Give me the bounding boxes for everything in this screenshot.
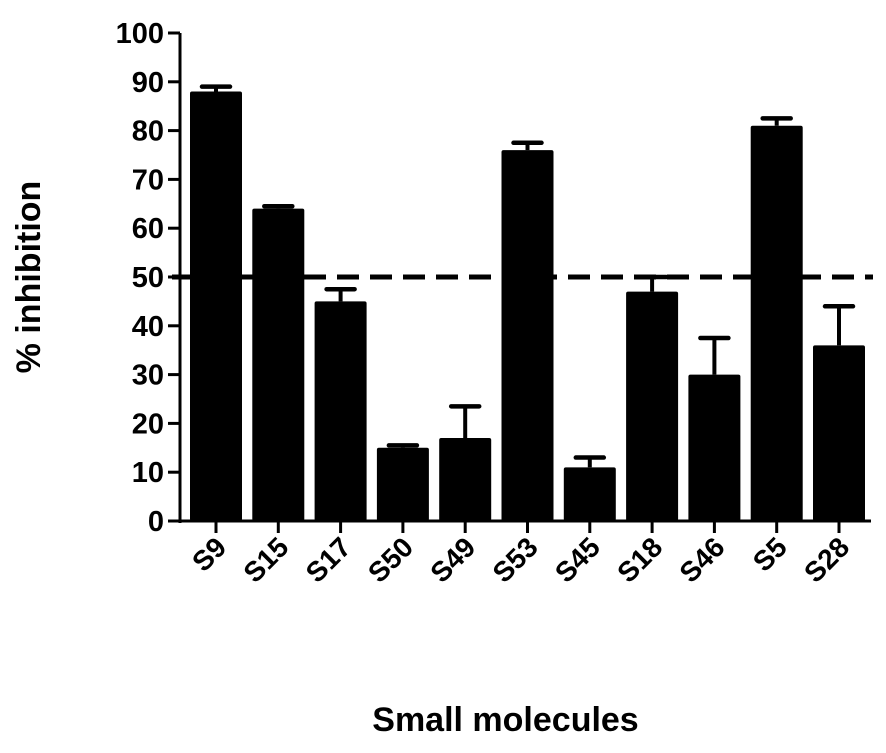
x-tick-label-s18: S18 — [611, 531, 668, 588]
y-axis-label: % inhibition — [10, 181, 48, 374]
x-tick-label-s49: S49 — [424, 531, 481, 588]
x-tick-label-s15: S15 — [237, 531, 294, 588]
x-tick-label-s50: S50 — [362, 531, 419, 588]
bar-s9 — [190, 91, 242, 521]
x-ticks: S9 S15 S17 S50 S49 S53 S45 S18 S46 S5 S28 — [186, 521, 855, 588]
y-tick-label: 30 — [132, 360, 164, 392]
bar-s5 — [750, 125, 803, 521]
y-tick-label: 70 — [132, 164, 164, 196]
x-tick-label-s17: S17 — [300, 531, 357, 588]
y-tick-label: 40 — [132, 311, 164, 343]
y-tick-label: 50 — [132, 262, 164, 294]
bar-s50 — [376, 447, 429, 521]
x-tick-label-s46: S46 — [673, 531, 730, 588]
bar-s46 — [688, 374, 741, 521]
y-tick-label: 10 — [132, 457, 164, 489]
bar-s18 — [626, 291, 679, 521]
bar-s28 — [813, 345, 865, 521]
x-tick-label-s45: S45 — [549, 531, 606, 588]
x-tick-label-s9: S9 — [186, 531, 232, 577]
x-tick-label-s5: S5 — [747, 531, 793, 577]
bar-s49 — [439, 438, 492, 521]
bars-layer — [190, 91, 865, 521]
bar-s17 — [314, 301, 367, 521]
y-tick-label: 60 — [132, 213, 164, 245]
x-axis-label: Small molecules — [372, 701, 638, 739]
x-tick-label-s53: S53 — [487, 531, 544, 588]
bar-s45 — [563, 467, 616, 521]
bar-s15 — [252, 208, 305, 521]
y-tick-label: 100 — [116, 18, 164, 50]
y-ticks: 0 10 20 30 40 50 60 70 80 90 100 — [116, 18, 180, 538]
x-tick-label-s28: S28 — [798, 531, 855, 588]
y-tick-label: 0 — [148, 506, 164, 538]
bar-s53 — [501, 150, 554, 521]
y-tick-label: 20 — [132, 408, 164, 440]
y-tick-label: 90 — [132, 67, 164, 99]
y-tick-label: 80 — [132, 116, 164, 148]
error-bars-layer — [199, 84, 856, 468]
